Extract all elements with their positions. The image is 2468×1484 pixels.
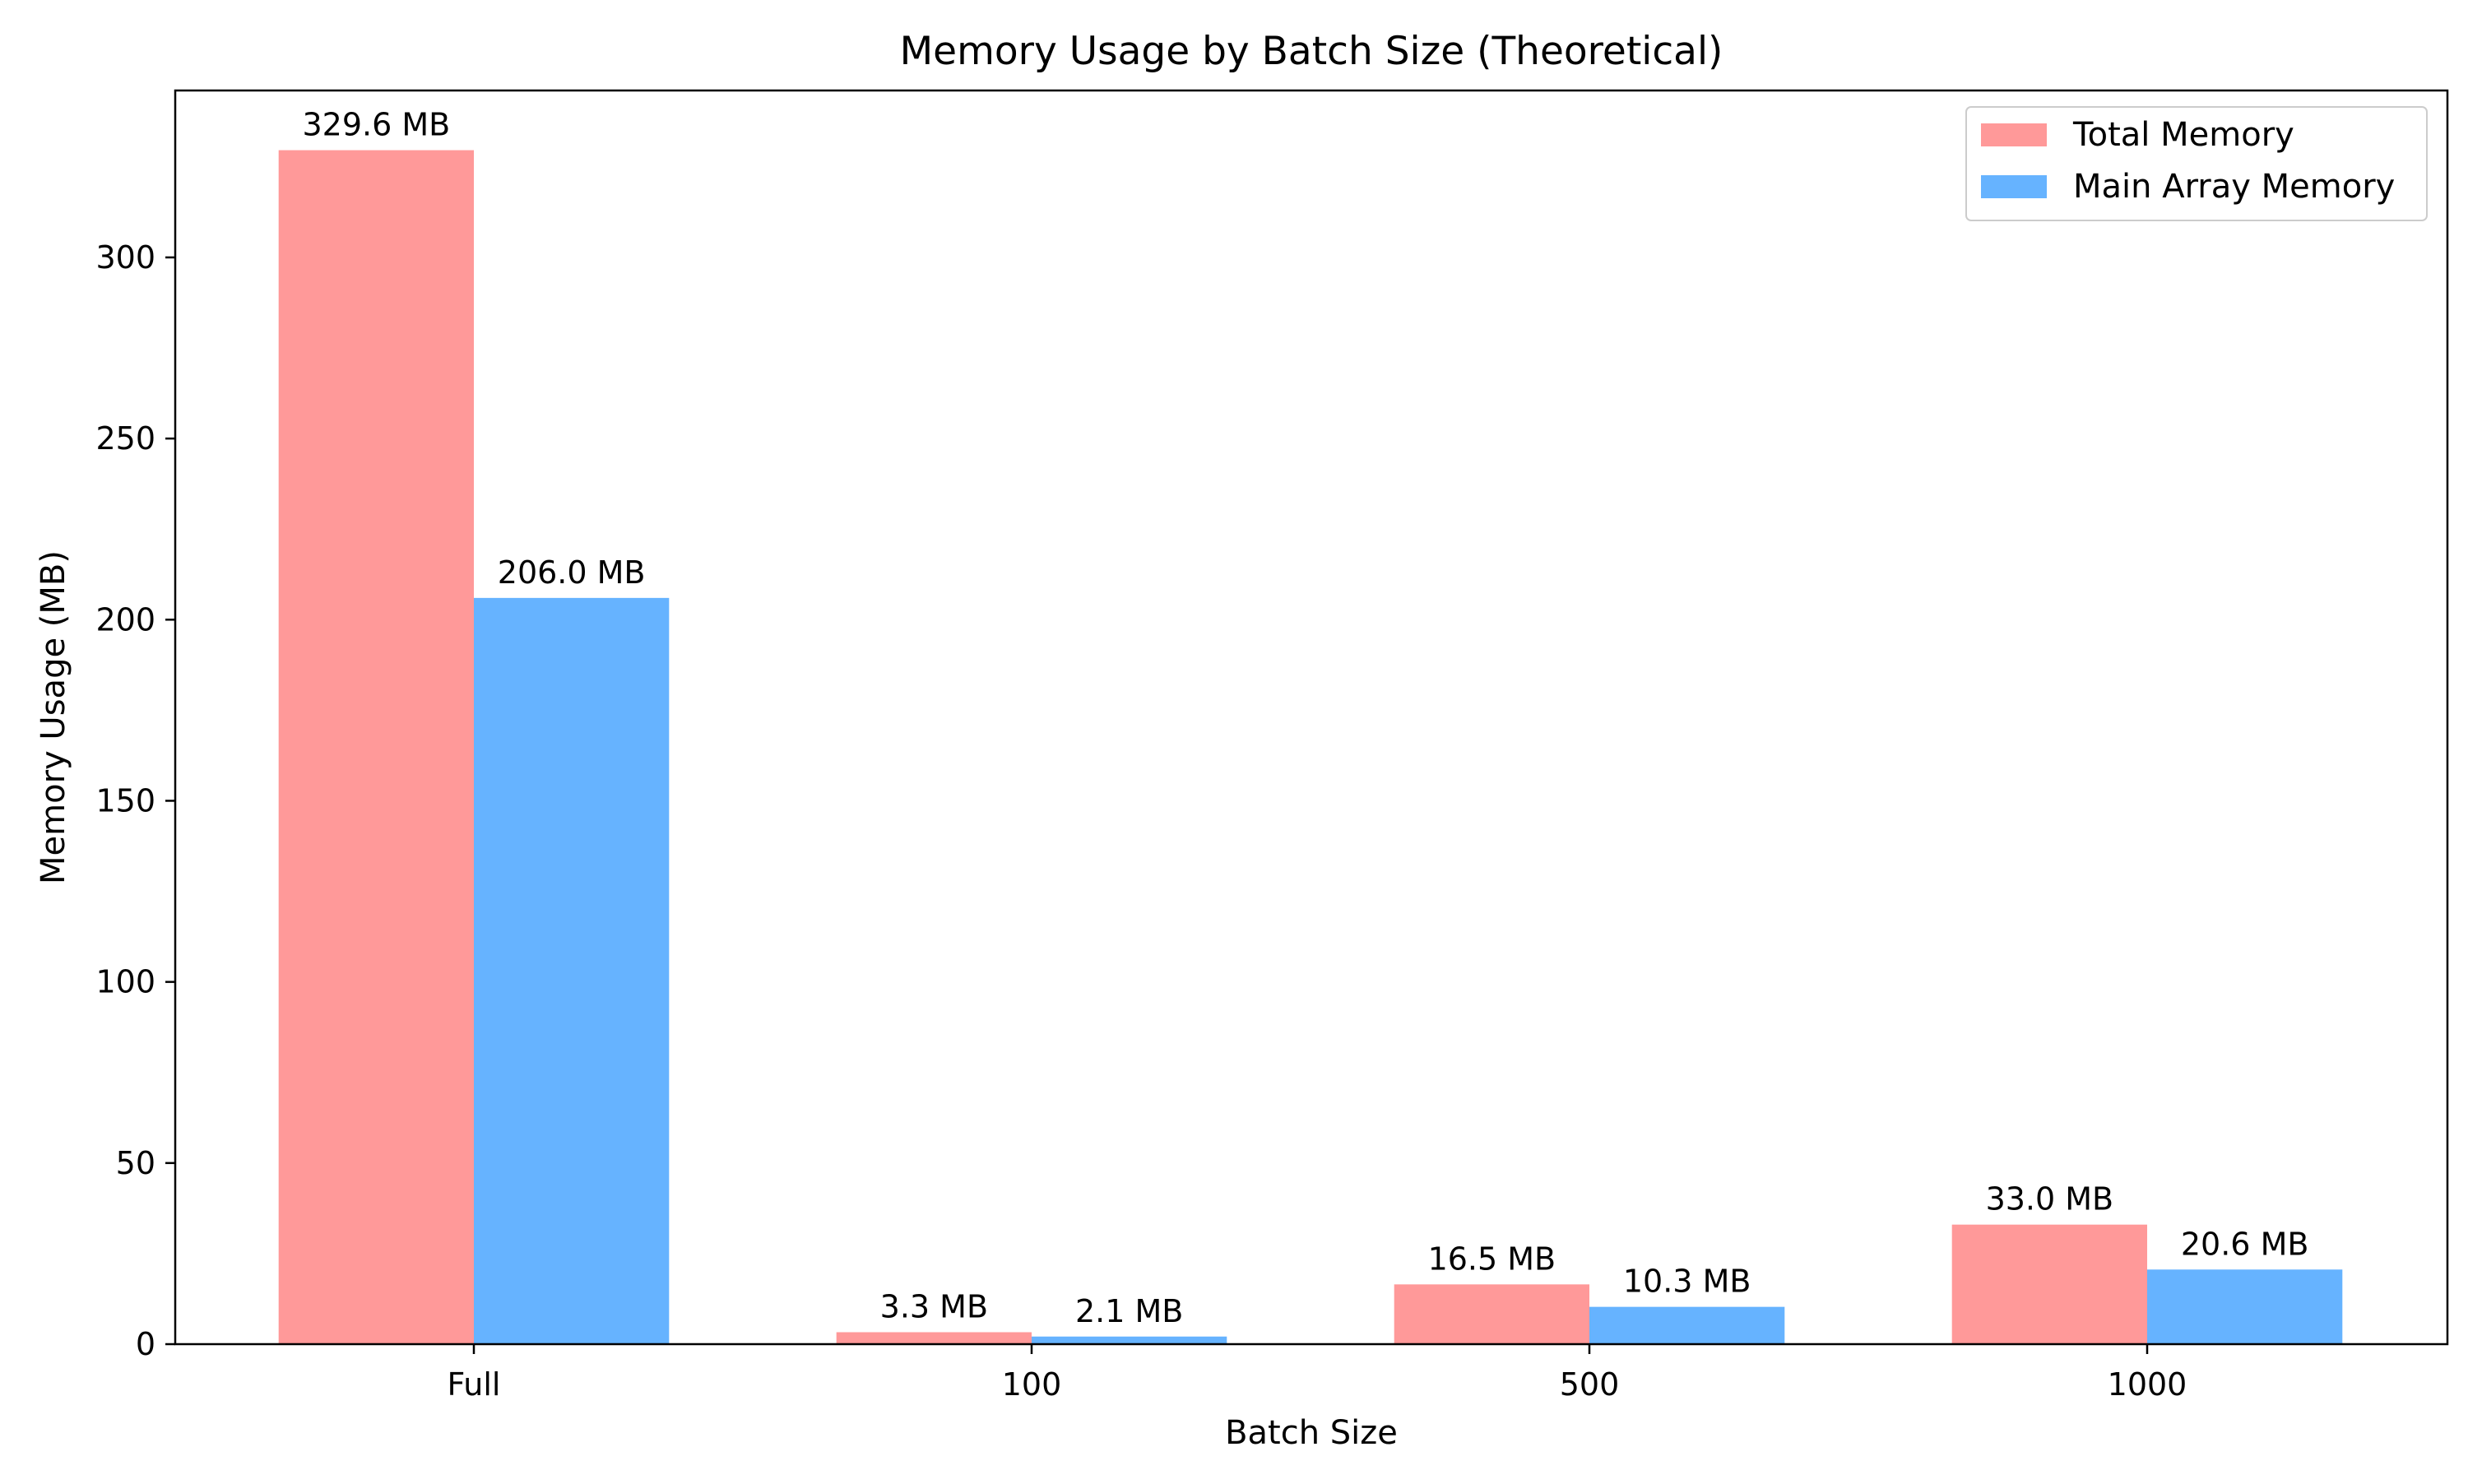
bar-value-label: 33.0 MB [1986, 1181, 2114, 1217]
x-axis: Full 100 500 1000 [448, 1344, 2187, 1403]
legend-box [1965, 106, 2428, 221]
bar-value-label: 206.0 MB [498, 554, 646, 591]
y-tick-label: 250 [95, 420, 155, 457]
legend-swatch [1981, 175, 2047, 198]
bar-total-memory-100 [836, 1332, 1032, 1344]
y-tick-label: 50 [116, 1145, 155, 1181]
bar-main-array-memory-500 [1589, 1306, 1785, 1344]
x-tick-label: Full [448, 1366, 501, 1403]
y-tick-label: 100 [95, 964, 155, 1000]
bar-total-memory-1000 [1951, 1224, 2147, 1344]
bar-main-array-memory-100 [1032, 1336, 1227, 1344]
y-tick-label: 150 [95, 782, 155, 819]
plot-frame [174, 89, 2449, 1346]
x-axis-label: Batch Size [1225, 1414, 1398, 1452]
bar-total-memory-500 [1394, 1284, 1589, 1344]
bar-value-label: 20.6 MB [2181, 1226, 2309, 1262]
legend: Total Memory Main Array Memory [1965, 106, 2428, 221]
x-tick-label: 1000 [2108, 1366, 2187, 1403]
bar-value-label: 2.1 MB [1075, 1293, 1183, 1329]
y-tick-label: 300 [95, 239, 155, 276]
x-tick-label: 100 [1002, 1366, 1062, 1403]
y-axis: 0 50 100 150 200 250 300 [95, 239, 175, 1362]
bar-value-label: 10.3 MB [1623, 1264, 1751, 1300]
y-tick-label: 200 [95, 601, 155, 638]
x-tick-label: 500 [1560, 1366, 1620, 1403]
bar-total-memory-full [278, 150, 474, 1344]
bar-main-array-memory-full [474, 597, 670, 1344]
bar-value-label: 3.3 MB [880, 1288, 988, 1324]
bar-value-label: 329.6 MB [302, 107, 450, 143]
y-axis-label: Memory Usage (MB) [35, 550, 72, 884]
legend-label: Total Memory [2072, 116, 2294, 154]
chart-title: Memory Usage by Batch Size (Theoretical) [900, 29, 1723, 74]
legend-swatch [1981, 123, 2047, 146]
y-tick-label: 0 [136, 1326, 155, 1362]
plot-area: 329.6 MB 3.3 MB 16.5 MB 33.0 MB 206.0 MB 2.1 … [278, 107, 2343, 1344]
bar-main-array-memory-1000 [2147, 1269, 2343, 1344]
legend-label: Main Array Memory [2073, 168, 2395, 206]
bar-value-label: 16.5 MB [1428, 1241, 1556, 1277]
